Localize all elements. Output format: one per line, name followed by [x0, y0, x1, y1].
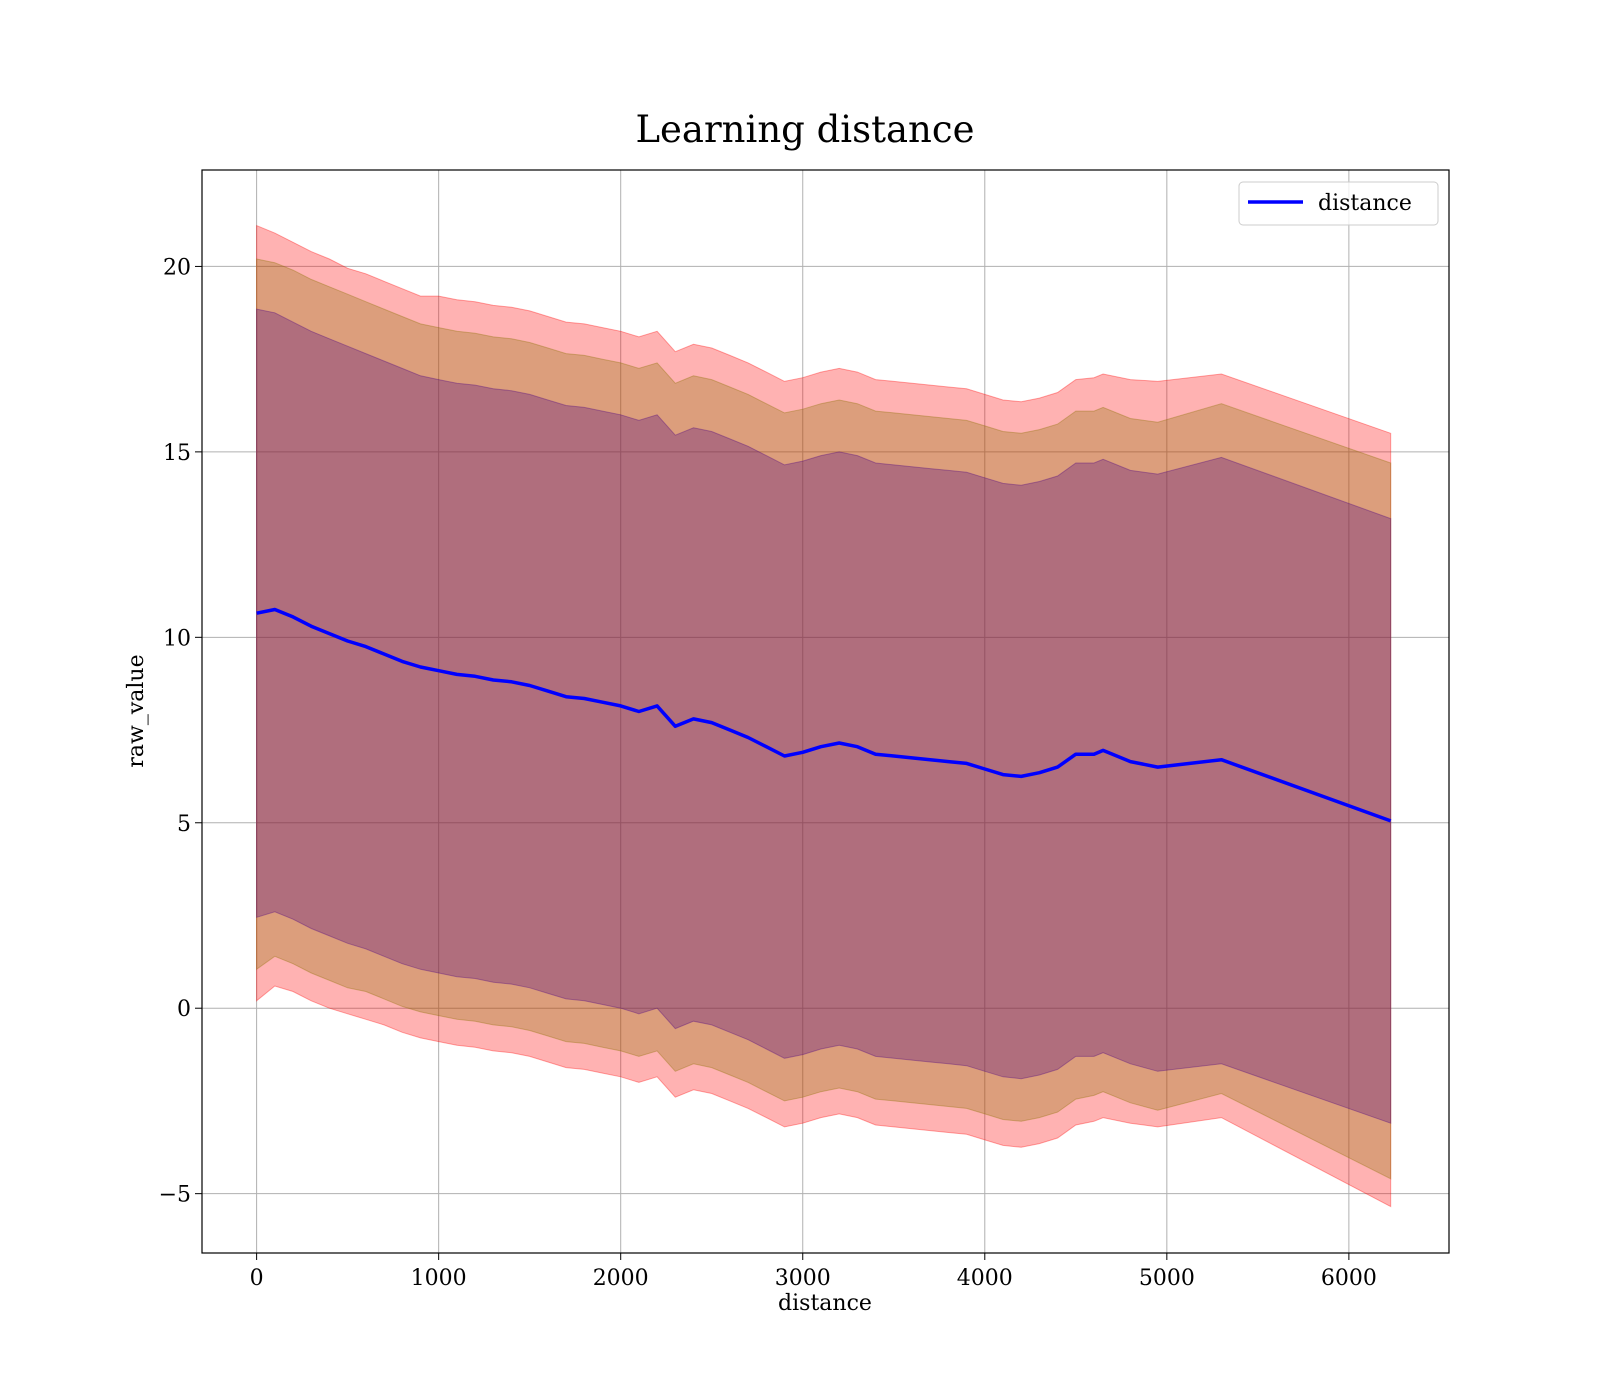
- y-tick-label: 10: [163, 626, 191, 651]
- x-tick-label: 5000: [1139, 1266, 1195, 1291]
- legend: distance: [1238, 181, 1439, 226]
- y-tick-label: −5: [159, 1183, 191, 1208]
- x-tick-label: 6000: [1321, 1266, 1377, 1291]
- confidence-bands: [256, 224, 1392, 1208]
- x-tick-label: 4000: [957, 1266, 1013, 1291]
- band-middle: [256, 258, 1392, 1180]
- x-tick-label: 0: [250, 1266, 264, 1291]
- plot-frame: [201, 169, 1450, 1254]
- y-axis-label: raw_value: [124, 654, 149, 767]
- series-lines: [256, 607, 1392, 823]
- y-tick-label: 0: [177, 997, 191, 1022]
- x-axis-label: distance: [778, 1291, 872, 1316]
- y-tick-label: 20: [163, 255, 191, 280]
- chart-title: Learning distance: [635, 108, 974, 151]
- band-outer: [256, 224, 1392, 1208]
- grid-lines: [202, 170, 1449, 1253]
- series-line-distance: [256, 607, 1392, 823]
- band-inner: [256, 308, 1392, 1124]
- x-axis-ticks: 0 1000 2000 3000 4000 5000 6000: [250, 1253, 1377, 1291]
- x-tick-label: 2000: [593, 1266, 649, 1291]
- y-axis-ticks: −5 0 5 10 15 20: [159, 255, 202, 1208]
- legend-label-distance: distance: [1318, 191, 1412, 216]
- x-tick-label: 1000: [411, 1266, 467, 1291]
- x-tick-label: 3000: [775, 1266, 831, 1291]
- y-tick-label: 15: [163, 441, 191, 466]
- legend-box: [1238, 181, 1439, 226]
- y-tick-label: 5: [177, 812, 191, 837]
